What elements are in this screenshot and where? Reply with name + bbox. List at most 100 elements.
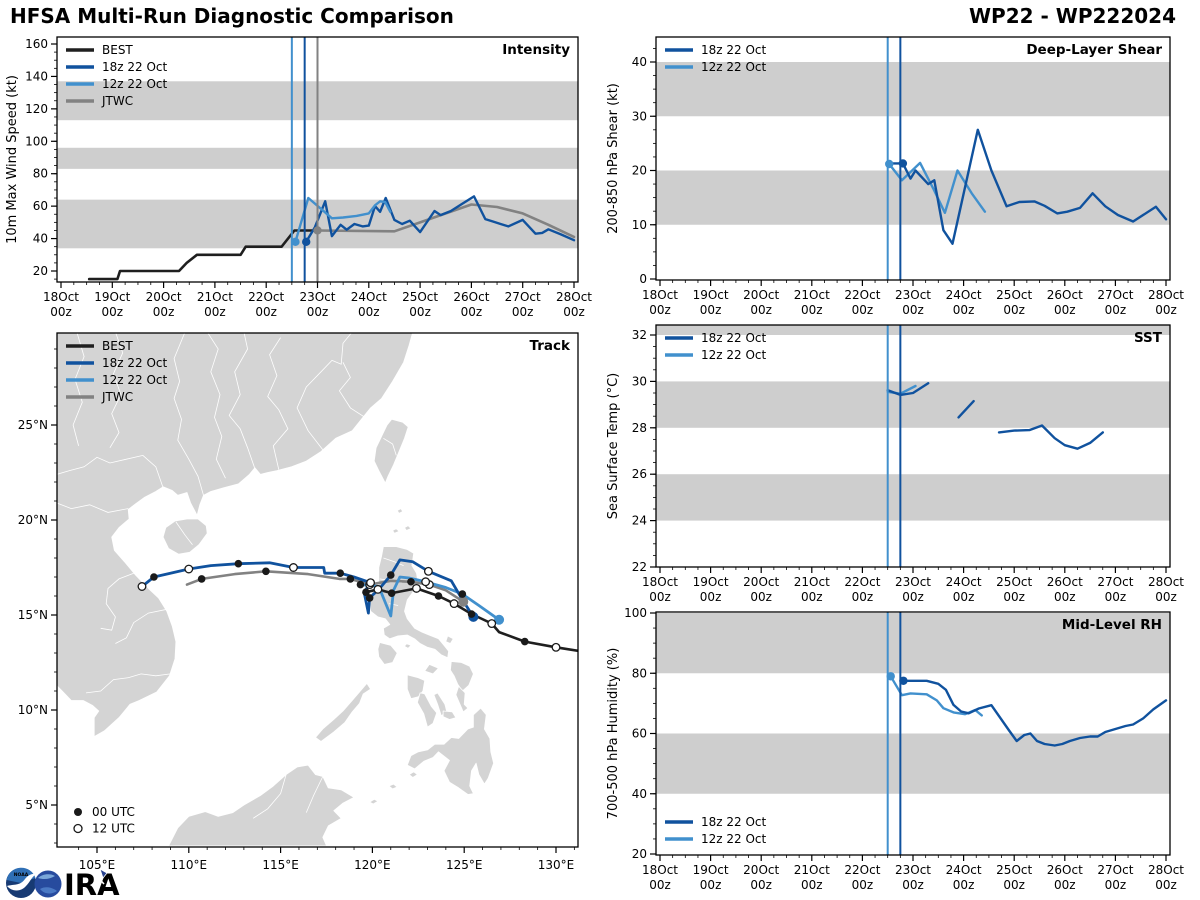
shaded-band (656, 733, 1170, 794)
legend-label: 12z 22 Oct (701, 60, 767, 74)
y-tick-label: 40 (33, 232, 48, 246)
marker-12utc (366, 578, 376, 588)
x-axis: 18Oct00z19Oct00z20Oct00z21Oct00z22Oct00z… (642, 280, 1184, 317)
y-tick-label: 20 (33, 264, 48, 278)
x-tick-label: 00z (953, 878, 975, 892)
marker-00utc (356, 580, 365, 589)
lon-tick-label: 115°E (262, 858, 299, 872)
y-tick-label: 20 (632, 847, 647, 861)
x-tick-label: 22Oct (844, 288, 880, 302)
storm-id-title: WP22 - WP222024 (969, 4, 1176, 28)
y-tick-label: 28 (632, 421, 647, 435)
y-axis: 20 40 60 80 100 120 140 160 (25, 37, 57, 280)
cira-globe-land (40, 887, 57, 894)
y-tick-label: 24 (632, 514, 647, 528)
panel-title: Track (530, 338, 571, 354)
marker-00utc (336, 569, 345, 577)
x-tick-label: 00z (649, 303, 671, 317)
plot-area (57, 37, 578, 282)
x-tick-label: 00z (750, 590, 772, 604)
marker-00utc (520, 637, 529, 646)
y-axis: 0 10 20 30 40 (632, 48, 656, 286)
landmass (404, 643, 412, 649)
landmass (388, 783, 398, 790)
x-tick-label: 00z (102, 305, 124, 319)
y-tick-label: 26 (632, 467, 647, 481)
marker-00utc (467, 610, 476, 618)
legend-label: BEST (102, 43, 133, 57)
y-axis-title: 200-850 hPa Shear (kt) (606, 83, 621, 234)
legend-marker-12utc (73, 823, 83, 834)
admin-border (207, 333, 226, 479)
cira-satellite (99, 868, 108, 879)
landmass (416, 692, 438, 728)
x-tick-label: 00z (649, 878, 671, 892)
x-tick-label: 24Oct (351, 290, 387, 304)
landmass (404, 525, 412, 531)
shaded-band (656, 381, 1170, 428)
marker-12utc (423, 566, 433, 576)
lat-tick-label: 20°N (18, 513, 48, 527)
marker-00utc (362, 588, 370, 596)
x-tick-label: 21Oct (197, 290, 233, 304)
x-tick-label: 00z (153, 305, 175, 319)
x-tick-label: 00z (750, 303, 772, 317)
admin-border (57, 502, 129, 513)
x-tick-label: 00z (1155, 303, 1177, 317)
admin-border (115, 608, 167, 644)
x-tick-label: 00z (1105, 590, 1127, 604)
landmass (369, 798, 379, 805)
series-line (886, 382, 930, 397)
y-tick-label: 30 (632, 374, 647, 388)
series-line (888, 128, 1168, 245)
figure-title: HFSA Multi-Run Diagnostic Comparison (10, 4, 454, 28)
legend: 18z 22 Oct 12z 22 Oct (665, 815, 767, 846)
y-tick-label: 60 (632, 727, 647, 741)
admin-border (228, 333, 256, 469)
x-tick-label: 00z (1054, 303, 1076, 317)
x-tick-label: 00z (563, 305, 585, 319)
x-tick-label: 00z (255, 305, 277, 319)
x-tick-label: 25Oct (996, 575, 1032, 589)
x-tick-label: 00z (358, 305, 380, 319)
y-tick-label: 32 (632, 328, 647, 342)
series-start-dot (302, 237, 311, 247)
noaa-logo: NOAA (6, 867, 36, 898)
x-tick-label: 22Oct (844, 863, 880, 877)
x-axis: 18Oct00z19Oct00z20Oct00z21Oct00z22Oct00z… (642, 567, 1184, 604)
x-tick-label: 19Oct (693, 288, 729, 302)
marker-legend-label: 12 UTC (92, 822, 135, 836)
x-tick-label: 25Oct (402, 290, 438, 304)
cira-satellite-beam (92, 871, 105, 885)
map-area (57, 333, 578, 847)
lat-tick-label: 15°N (18, 608, 48, 622)
shaded-band (656, 325, 1170, 335)
x-tick-label: 18Oct (642, 575, 678, 589)
x-tick-label: 19Oct (94, 290, 130, 304)
x-tick-label: 18Oct (43, 290, 79, 304)
landmass (424, 664, 439, 675)
x-tick-label: 18Oct (642, 863, 678, 877)
series-line (902, 679, 1168, 747)
marker-00utc (346, 575, 355, 583)
marker-00utc (386, 571, 395, 579)
y-tick-label: 40 (632, 55, 647, 69)
x-tick-label: 00z (1155, 590, 1177, 604)
admin-border (296, 333, 352, 450)
lat-tick-label: 5°N (25, 798, 48, 812)
marker-00utc (365, 594, 374, 602)
marker-00utc (387, 589, 396, 597)
shaded-band (656, 474, 1170, 521)
x-tick-label: 00z (1003, 303, 1025, 317)
landmass (442, 710, 457, 720)
y-tick-label: 10 (632, 218, 647, 232)
series-start-dot (313, 226, 322, 235)
admin-border (175, 521, 193, 545)
y-tick-label: 120 (25, 102, 48, 116)
legend: BEST 18z 22 Oct 12z 22 Oct JTWC (66, 43, 168, 108)
marker-12utc (449, 599, 459, 609)
y-tick-label: 140 (25, 69, 48, 83)
admin-border (267, 337, 289, 470)
panel-shear: 18Oct00z19Oct00z20Oct00z21Oct00z22Oct00z… (606, 36, 1184, 317)
x-tick-label: 20Oct (743, 575, 779, 589)
